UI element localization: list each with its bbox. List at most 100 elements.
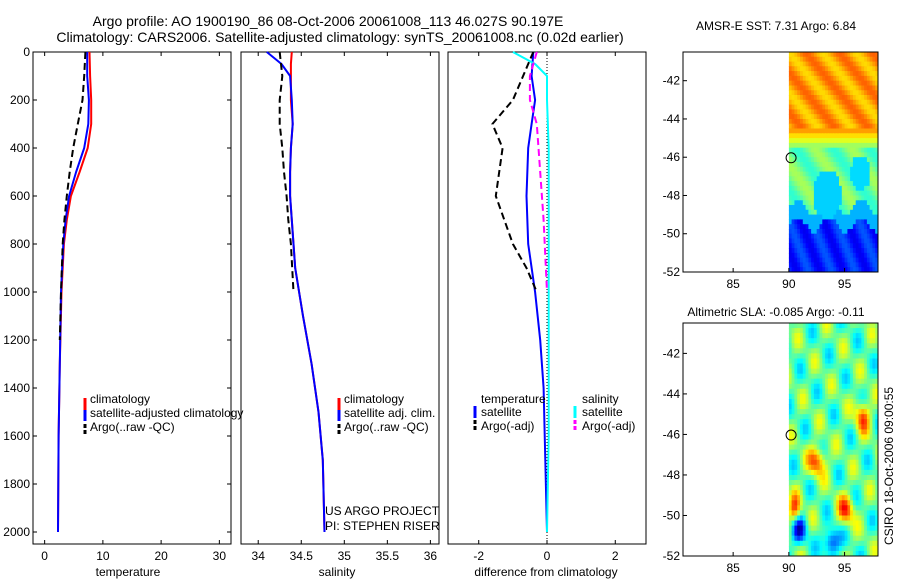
map-cell: [869, 195, 873, 201]
map-cell: [839, 545, 843, 552]
map-cell: [797, 520, 801, 527]
map-cell: [841, 229, 846, 235]
map-cell: [788, 409, 793, 415]
map-cell: [805, 133, 809, 139]
map-cell: [869, 243, 873, 249]
map-cell: [802, 56, 807, 63]
map-cell: [861, 485, 865, 491]
map-cell: [794, 248, 798, 254]
map-cell: [805, 515, 809, 522]
map-cell: [839, 243, 843, 249]
map-cell: [858, 181, 862, 187]
map-cell: [875, 444, 878, 451]
x-tick-label: 85: [726, 277, 740, 291]
map-cell: [800, 157, 804, 163]
map-cell: [839, 373, 843, 380]
map-cell: [825, 383, 829, 390]
map-cell: [866, 388, 871, 395]
map-cell: [791, 434, 795, 441]
map-cell: [802, 383, 807, 390]
map-cell: [844, 510, 848, 517]
map-cell: [825, 195, 829, 201]
map-cell: [805, 383, 809, 390]
map-cell: [839, 200, 843, 206]
map-cell: [830, 505, 834, 511]
map-cell: [833, 66, 837, 72]
map-cell: [811, 166, 815, 173]
map-cell: [850, 404, 854, 410]
map-cell: [875, 439, 878, 446]
map-cell: [794, 388, 798, 395]
map-cell: [872, 368, 876, 375]
map-cell: [833, 368, 837, 375]
map-cell: [794, 80, 798, 87]
map-cell: [844, 393, 848, 400]
map-cell: [822, 429, 826, 436]
map-cell: [858, 176, 862, 182]
map-cell: [805, 399, 809, 405]
map-cell: [852, 176, 857, 182]
map-cell: [805, 176, 809, 182]
map-cell: [819, 238, 823, 244]
map-cell: [869, 209, 873, 216]
map-cell: [833, 80, 837, 87]
map-cell: [825, 152, 829, 158]
map-cell: [833, 166, 837, 173]
map-cell: [861, 424, 865, 430]
map-cell: [800, 99, 804, 106]
map-cell: [794, 550, 798, 556]
header-line2: Climatology: CARS2006. Satellite-adjuste…: [56, 29, 623, 45]
map-cell: [811, 520, 815, 527]
map-cell: [811, 540, 815, 547]
map-cell: [794, 185, 798, 192]
map-cell: [841, 464, 846, 471]
map-cell: [875, 485, 878, 491]
map-cell: [794, 104, 798, 110]
map-cell: [833, 267, 837, 272]
map-cell: [855, 80, 860, 87]
map-cell: [788, 162, 793, 168]
map-cell: [836, 419, 840, 425]
x-tick-label: 95: [838, 561, 852, 575]
map-cell: [861, 109, 865, 115]
map-cell: [872, 200, 876, 206]
map-cell: [822, 500, 826, 506]
map-cell: [811, 252, 815, 259]
map-cell: [869, 200, 873, 206]
map-cell: [833, 75, 837, 82]
map-cell: [802, 162, 807, 168]
map-cell: [875, 142, 878, 149]
map-cell: [841, 56, 846, 63]
map-cell: [858, 95, 862, 101]
map-cell: [861, 323, 865, 329]
map-cell: [844, 243, 848, 249]
map-cell: [813, 267, 818, 272]
map-cell: [805, 434, 809, 441]
map-cell: [816, 338, 821, 344]
map-cell: [841, 133, 846, 139]
map-cell: [830, 525, 834, 532]
map-cell: [844, 439, 848, 446]
map-cell: [858, 243, 862, 249]
map-cell: [788, 475, 793, 481]
map-cell: [822, 166, 826, 173]
map-cell: [864, 525, 868, 532]
map-cell: [802, 323, 807, 329]
map-cell: [825, 363, 829, 370]
map-cell: [864, 205, 868, 211]
map-cell: [819, 348, 823, 354]
map-cell: [858, 257, 862, 264]
map-cell: [833, 475, 837, 481]
map-cell: [872, 495, 876, 501]
map-cell: [844, 176, 848, 182]
map-cell: [816, 185, 821, 192]
map-cell: [855, 219, 860, 225]
map-cell: [822, 52, 826, 58]
map-cell: [872, 409, 876, 415]
map-cell: [858, 449, 862, 456]
map-cell: [836, 205, 840, 211]
map-cell: [816, 128, 821, 134]
map-cell: [839, 368, 843, 375]
map-cell: [836, 475, 840, 481]
